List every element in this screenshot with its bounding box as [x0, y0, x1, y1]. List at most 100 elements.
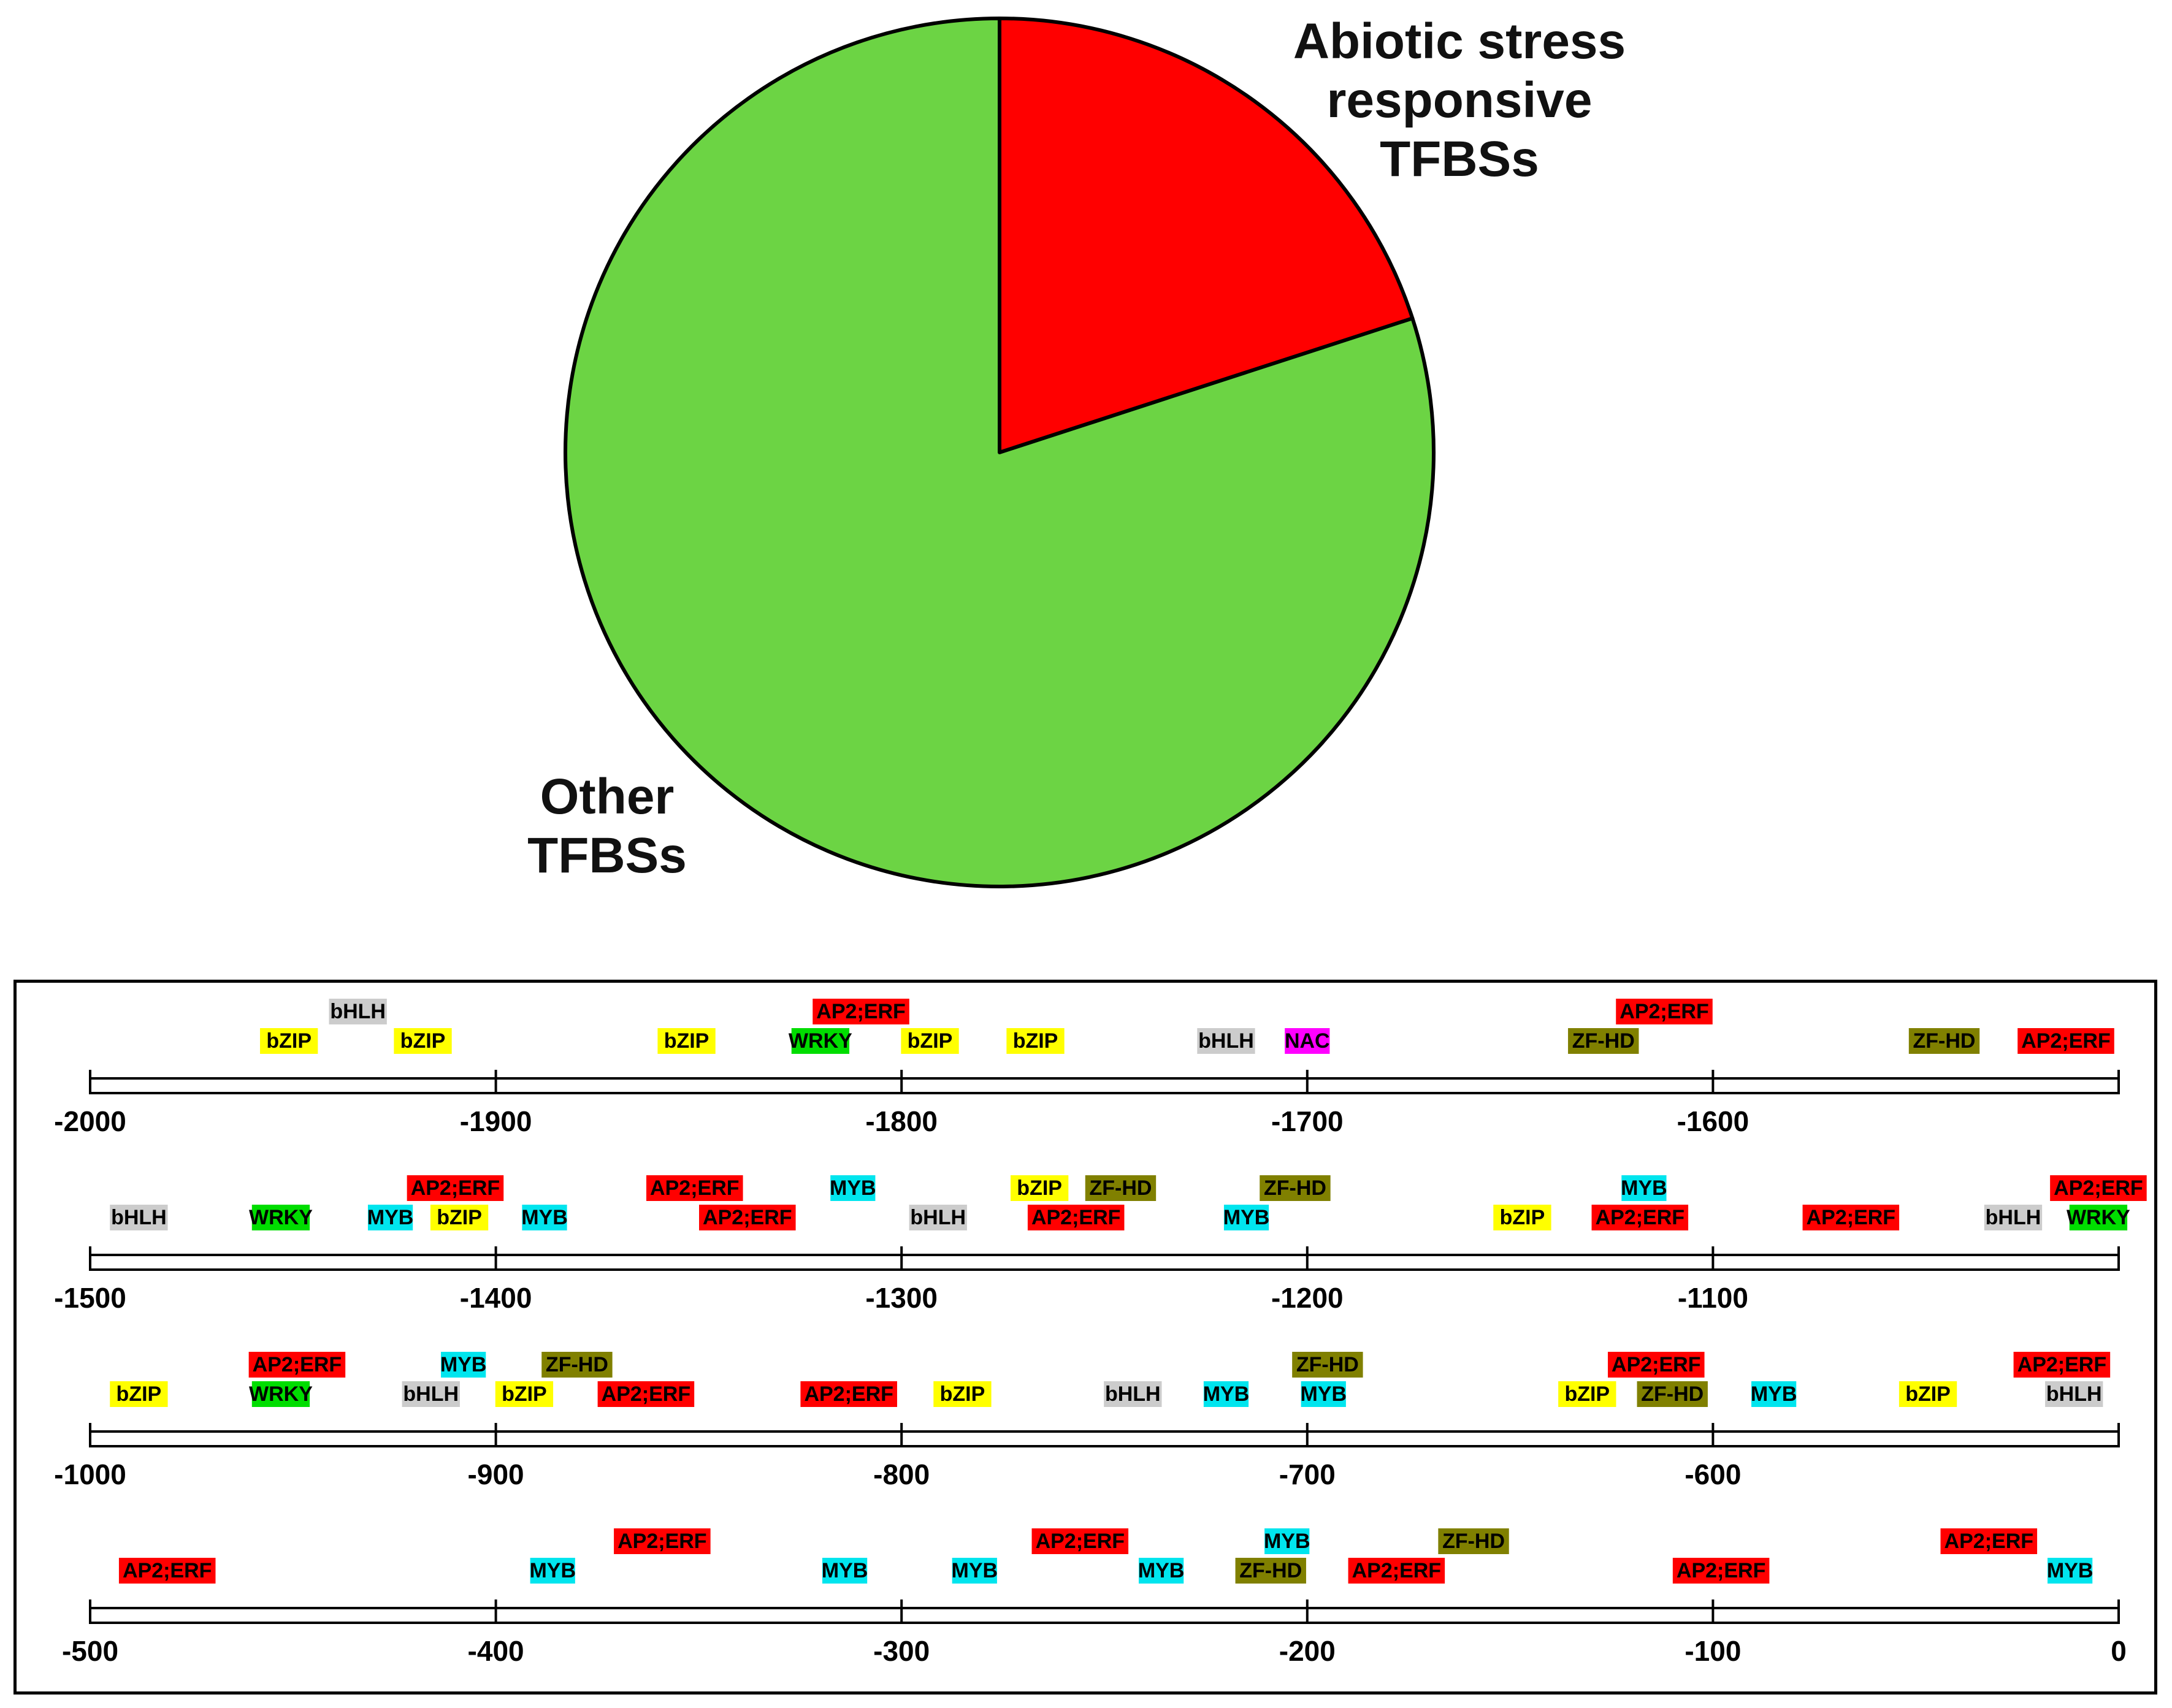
tfbs-label: ZF-HD [1239, 1559, 1302, 1582]
tfbs-box [2045, 1381, 2103, 1407]
tfbs-label: ZF-HD [1296, 1353, 1359, 1376]
tfbs-box [614, 1528, 711, 1554]
tfbs-box [260, 1028, 318, 1054]
tfbs-box [1223, 1205, 1269, 1230]
tfbs-bhlh: bHLH [402, 1381, 460, 1407]
tfbs-box [1908, 1028, 1980, 1054]
tfbs-box [248, 1352, 346, 1378]
tfbs-label: MYB [1621, 1176, 1667, 1200]
tfbs-ap2-erf: AP2;ERF [2050, 1175, 2147, 1201]
tfbs-label: MYB [1203, 1382, 1250, 1406]
pie-label-abiotic: Abiotic stress responsive TFBSs [1239, 12, 1680, 189]
tfbs-label: AP2;ERF [253, 1353, 342, 1376]
tfbs-box [1607, 1352, 1705, 1378]
tfbs-myb: MYB [830, 1175, 876, 1201]
tfbs-label: AP2;ERF [1352, 1559, 1441, 1582]
tfbs-myb: MYB [2047, 1558, 2093, 1584]
axis-bar [89, 1607, 2120, 1624]
tfbs-box [407, 1175, 504, 1201]
tick-label: 0 [2111, 1635, 2127, 1667]
axis-bar [89, 1254, 2120, 1271]
tfbs-box [1031, 1528, 1129, 1554]
tfbs-box [1285, 1028, 1330, 1054]
tfbs-bhlh: bHLH [1104, 1381, 1162, 1407]
tfbs-box [1616, 999, 1713, 1024]
tfbs-bzip: bZIP [1493, 1205, 1551, 1230]
tfbs-label: bZIP [1905, 1382, 1951, 1406]
tfbs-ap2-erf: AP2;ERF [646, 1175, 743, 1201]
tfbs-label: WRKY [789, 1029, 852, 1053]
tfbs-box [822, 1558, 868, 1584]
tfbs-label: ZF-HD [1913, 1029, 1976, 1053]
tfbs-label: bHLH [1986, 1206, 2041, 1229]
tfbs-ap2-erf: AP2;ERF [614, 1528, 711, 1554]
tfbs-box [394, 1028, 452, 1054]
tfbs-box [800, 1381, 897, 1407]
map-row: -500 -400 -300 -200 -100 0 AP2;ERF AP2;ERF MYB MY… [62, 1528, 2127, 1667]
tick-label: -200 [1279, 1635, 1336, 1667]
tfbs-box [1984, 1205, 2043, 1230]
tfbs-box [1235, 1558, 1306, 1584]
tfbs-label: bZIP [266, 1029, 312, 1053]
tfbs-label: MYB [529, 1559, 576, 1582]
tfbs-label: AP2;ERF [1596, 1206, 1684, 1229]
tfbs-label: MYB [830, 1176, 876, 1200]
tfbs-label: AP2;ERF [703, 1206, 792, 1229]
pie-slice-abiotic-stress [998, 17, 1415, 454]
tfbs-label: AP2;ERF [411, 1176, 500, 1200]
tick-label: -1600 [1677, 1105, 1749, 1137]
tick-label: -600 [1684, 1458, 1741, 1490]
tick-label: -400 [468, 1635, 524, 1667]
tfbs-box [1264, 1528, 1310, 1554]
tfbs-box [530, 1558, 575, 1584]
tfbs-bhlh: bHLH [909, 1205, 967, 1230]
tfbs-ap2-erf: AP2;ERF [118, 1558, 216, 1584]
tfbs-box [933, 1381, 992, 1407]
tfbs-myb: MYB [952, 1558, 998, 1584]
pie-slice-other [564, 17, 1436, 888]
tfbs-label: WRKY [249, 1382, 313, 1406]
tfbs-label: WRKY [249, 1206, 313, 1229]
tfbs-label: AP2;ERF [1612, 1353, 1700, 1376]
tfbs-label: MYB [367, 1206, 414, 1229]
tfbs-zf-hd: ZF-HD [1908, 1028, 1980, 1054]
tfbs-myb: MYB [529, 1558, 576, 1584]
tfbs-label: WRKY [2067, 1206, 2130, 1229]
tfbs-ap2-erf: AP2;ERF [800, 1381, 897, 1407]
tfbs-box [2017, 1028, 2114, 1054]
tick-label: -700 [1279, 1458, 1336, 1490]
tfbs-box [1292, 1352, 1363, 1378]
tfbs-bzip: bZIP [657, 1028, 716, 1054]
tfbs-box [2047, 1558, 2093, 1584]
tfbs-box [1621, 1175, 1667, 1201]
tfbs-myb: MYB [1751, 1381, 1797, 1407]
tfbs-wrky: WRKY [2067, 1205, 2130, 1230]
tfbs-ap2-erf: AP2;ERF [699, 1205, 796, 1230]
tfbs-bzip: bZIP [394, 1028, 452, 1054]
tfbs-zf-hd: ZF-HD [1235, 1558, 1306, 1584]
tfbs-bhlh: bHLH [2045, 1381, 2103, 1407]
tfbs-wrky: WRKY [789, 1028, 852, 1054]
tfbs-myb: MYB [1223, 1205, 1269, 1230]
tfbs-label: AP2;ERF [123, 1559, 212, 1582]
tfbs-label: AP2;ERF [2021, 1029, 2110, 1053]
tfbs-label: bZIP [437, 1206, 482, 1229]
tfbs-bzip: bZIP [933, 1381, 992, 1407]
tick-label: -1100 [1678, 1282, 1748, 1314]
tfbs-box [329, 999, 387, 1024]
tfbs-box [1139, 1558, 1184, 1584]
tfbs-myb: MYB [1300, 1381, 1347, 1407]
tfbs-box [110, 1381, 168, 1407]
tfbs-myb: MYB [822, 1558, 868, 1584]
tfbs-myb: MYB [1203, 1381, 1250, 1407]
tfbs-box [646, 1175, 743, 1201]
tfbs-myb: MYB [1264, 1528, 1310, 1554]
tfbs-label: AP2;ERF [602, 1382, 690, 1406]
tfbs-label: AP2;ERF [1619, 1000, 1708, 1023]
tfbs-label: MYB [521, 1206, 568, 1229]
tick-label: -1300 [865, 1282, 938, 1314]
tfbs-box [1568, 1028, 1639, 1054]
tfbs-label: AP2;ERF [1677, 1559, 1765, 1582]
tfbs-label: bZIP [400, 1029, 446, 1053]
